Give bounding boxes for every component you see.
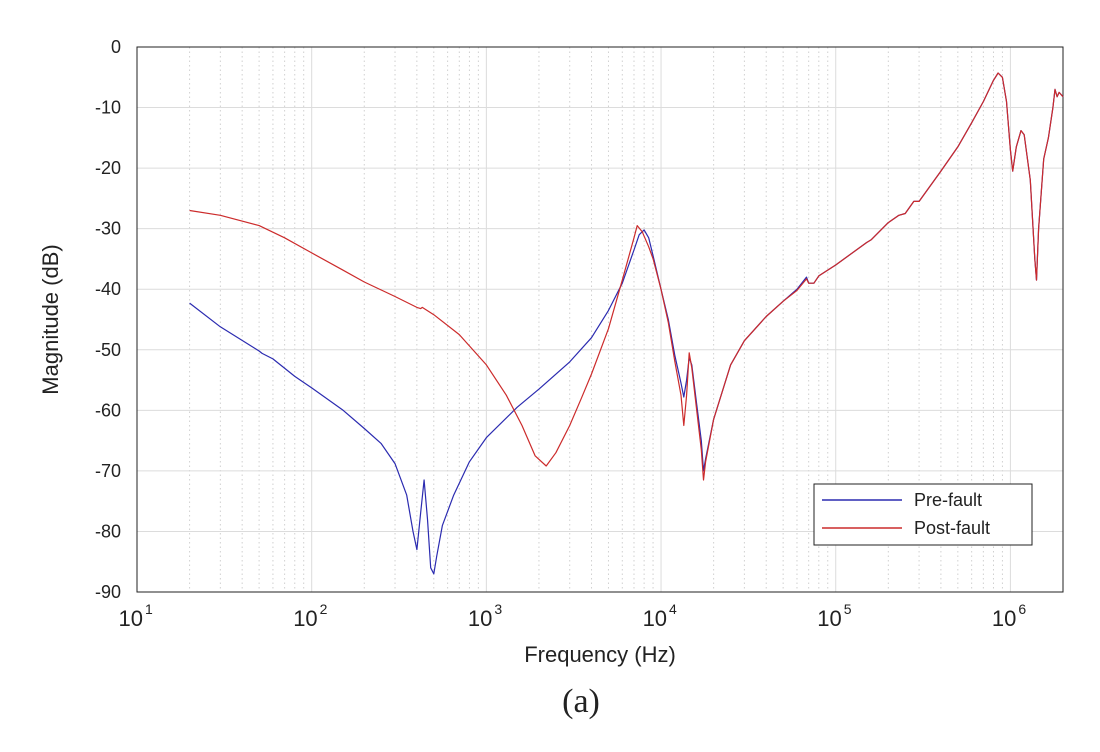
y-tick-label: -70	[95, 461, 121, 481]
x-tick-base: 10	[817, 606, 841, 631]
x-axis-label: Frequency (Hz)	[524, 642, 676, 667]
plot-area	[136, 46, 1064, 593]
x-tick-base: 10	[119, 606, 143, 631]
x-tick-base: 10	[468, 606, 492, 631]
y-tick-label: -80	[95, 521, 121, 541]
x-tick-labels: 10 1 10 2 10 3 10 4 10 5 10 6	[119, 601, 1027, 631]
x-tick-label: 10 6	[992, 601, 1026, 631]
y-tick-label: -30	[95, 219, 121, 239]
y-tick-label: -20	[95, 158, 121, 178]
y-tick-label: -40	[95, 279, 121, 299]
grid	[136, 46, 1064, 593]
x-tick-base: 10	[643, 606, 667, 631]
series-lines	[189, 72, 1064, 575]
x-tick-exponent: 6	[1018, 601, 1026, 617]
legend-box	[813, 483, 1033, 546]
y-tick-label: -90	[95, 582, 121, 602]
x-tick-label: 10 2	[293, 601, 327, 631]
x-tick-exponent: 1	[145, 601, 153, 617]
legend: Pre-fault Post-fault	[813, 483, 1033, 546]
y-tick-label: -10	[95, 98, 121, 118]
y-tick-labels: 0 -10 -20 -30 -40 -50 -60 -70 -80 -90	[95, 37, 121, 602]
x-tick-label: 10 1	[119, 601, 153, 631]
figure-caption: (a)	[562, 683, 600, 720]
y-axis-label: Magnitude (dB)	[38, 244, 63, 394]
x-tick-exponent: 3	[494, 601, 502, 617]
y-tick-label: 0	[111, 37, 121, 57]
x-tick-exponent: 2	[320, 601, 328, 617]
x-tick-base: 10	[992, 606, 1016, 631]
y-tick-label: -60	[95, 400, 121, 420]
x-tick-base: 10	[293, 606, 317, 631]
legend-label-pre-fault: Pre-fault	[914, 490, 982, 510]
legend-label-post-fault: Post-fault	[914, 518, 990, 538]
series-line-post-fault	[189, 72, 1064, 481]
x-tick-exponent: 4	[669, 601, 677, 617]
y-tick-label: -50	[95, 340, 121, 360]
x-tick-label: 10 3	[468, 601, 502, 631]
x-tick-label: 10 5	[817, 601, 851, 631]
x-tick-exponent: 5	[844, 601, 852, 617]
x-tick-label: 10 4	[643, 601, 677, 631]
